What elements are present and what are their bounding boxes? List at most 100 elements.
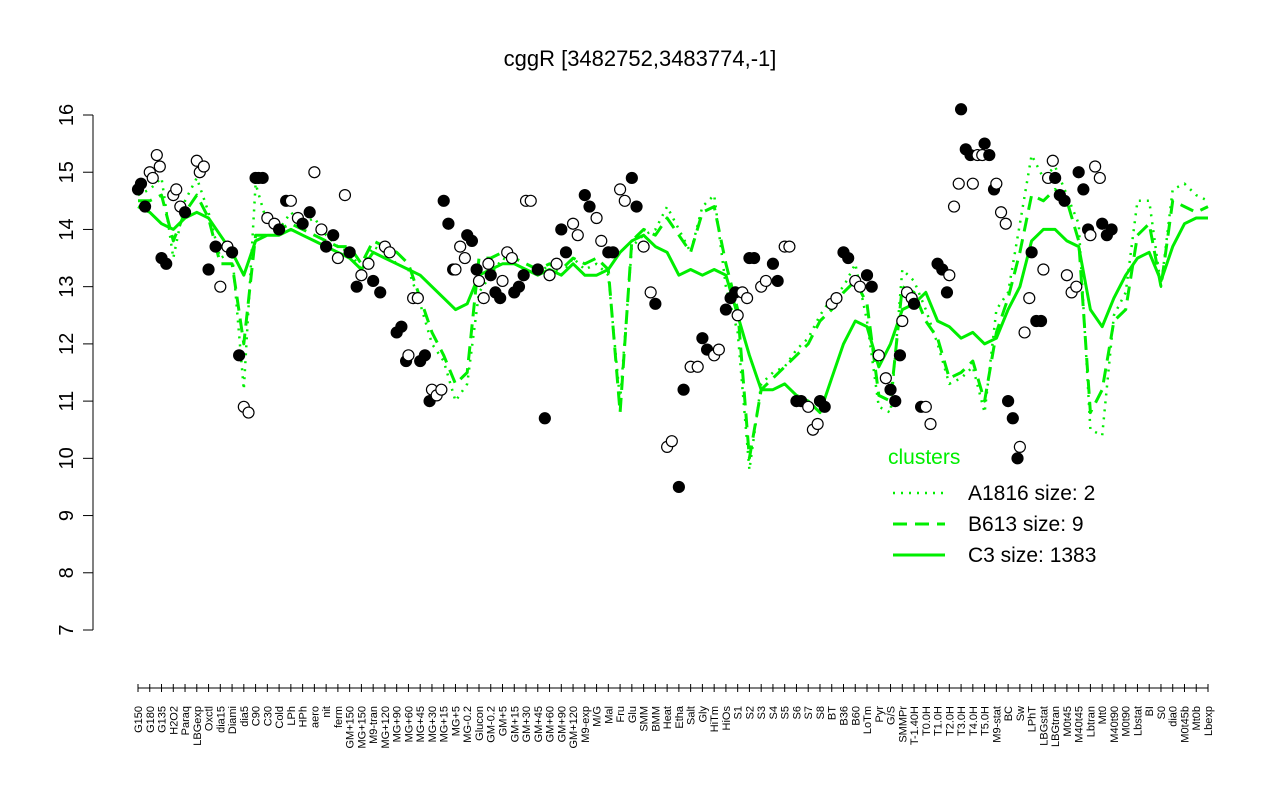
data-point	[320, 240, 333, 253]
x-tick-label: GM+15	[509, 706, 521, 742]
x-tick-label: Heat	[662, 706, 674, 729]
x-tick-label: T4.0H	[968, 706, 980, 736]
series-line-dotted	[137, 153, 1209, 472]
data-point	[350, 280, 363, 293]
data-point	[802, 400, 815, 413]
x-tick-label: BC	[1003, 706, 1015, 721]
data-point	[595, 234, 608, 247]
data-point	[940, 286, 954, 299]
legend-entry: C3 size: 1383	[968, 544, 1096, 567]
data-point	[1002, 395, 1015, 408]
x-tick-label: Sw	[1015, 706, 1027, 721]
data-point	[740, 292, 754, 305]
data-point	[512, 280, 526, 293]
data-point	[505, 251, 519, 265]
data-point	[966, 177, 979, 190]
data-point	[138, 200, 152, 213]
data-point	[583, 200, 596, 213]
data-point	[1058, 194, 1071, 207]
data-point	[134, 177, 148, 190]
data-point	[1049, 171, 1062, 185]
data-point	[571, 229, 584, 242]
data-point	[484, 269, 497, 282]
data-point	[811, 417, 824, 431]
x-tick-label: Paraq	[180, 706, 192, 735]
y-tick-label: 9	[56, 510, 78, 521]
data-point	[538, 412, 551, 425]
x-tick-label: GM+150	[345, 706, 357, 749]
data-point	[435, 383, 448, 396]
data-point	[889, 395, 902, 408]
data-point	[477, 292, 490, 305]
data-point	[1060, 269, 1074, 282]
x-tick-label: S0	[1156, 706, 1168, 719]
x-tick-label: S2	[744, 706, 756, 719]
data-point	[327, 229, 340, 242]
x-tick-label: T5.0H	[980, 706, 992, 736]
data-point	[256, 171, 269, 185]
x-tick-label: M40t45	[1074, 706, 1086, 743]
x-tick-label: T-1.40H	[909, 706, 921, 745]
x-tick-label: LPhT	[1027, 706, 1039, 733]
data-point	[999, 217, 1012, 230]
data-point	[482, 257, 495, 270]
data-point	[644, 286, 657, 299]
data-point	[524, 194, 537, 207]
data-point	[315, 223, 328, 236]
data-point	[1034, 314, 1048, 328]
data-point	[712, 343, 725, 356]
x-tick-label: Salt	[686, 706, 698, 725]
x-tick-label: G135	[157, 706, 169, 733]
data-point	[879, 372, 892, 385]
x-tick-label: BMM	[650, 706, 662, 732]
data-point	[884, 383, 897, 396]
data-point	[1018, 326, 1031, 339]
x-tick-label: C30	[262, 706, 274, 726]
data-point	[1072, 166, 1085, 179]
data-point	[759, 274, 772, 288]
data-point	[1089, 160, 1102, 173]
x-tick-label: HiOs	[721, 706, 733, 731]
data-point	[771, 274, 784, 288]
data-point	[153, 160, 166, 173]
y-tick-label: 11	[56, 391, 78, 412]
x-tick-label: LBGstat	[1038, 706, 1050, 746]
x-tick-label: dia5	[239, 706, 251, 727]
data-point	[395, 320, 408, 333]
data-point	[362, 257, 375, 270]
data-point	[872, 349, 885, 362]
data-point	[990, 177, 1003, 190]
x-tick-label: GM+90	[556, 706, 568, 742]
data-point	[517, 269, 530, 282]
legend: clusters A1816 size: 2 B613 size: 9 C3 siz…	[888, 446, 1096, 567]
x-tick-label: Gly	[697, 706, 709, 723]
x-tick-label: SMMPr	[897, 706, 909, 743]
x-tick-label: ferm	[333, 706, 345, 728]
data-point	[303, 206, 316, 219]
data-point	[766, 257, 780, 270]
x-tick-label: GM+60	[545, 706, 557, 742]
series-line-dashed	[138, 187, 1209, 460]
x-tick-label: aero	[309, 706, 321, 728]
data-point	[818, 400, 831, 413]
data-point	[1023, 292, 1036, 305]
data-point	[272, 223, 286, 236]
data-point	[214, 280, 227, 293]
data-point	[1013, 440, 1026, 453]
x-tick-label: LBGexp	[192, 706, 204, 746]
x-tick-label: T1.0H	[933, 706, 945, 736]
data-point	[649, 297, 662, 310]
x-tick-label: dia15	[215, 706, 227, 733]
x-tick-label: T2.0H	[944, 706, 956, 736]
x-tick-label: Diami	[227, 706, 239, 734]
legend-entry: B613 size: 9	[968, 513, 1084, 536]
x-tick-label: M0t45b	[1179, 706, 1191, 743]
x-tick-label: G150	[133, 706, 145, 733]
x-tick-label: C90	[251, 706, 263, 726]
x-tick-label: Lbstat	[1132, 706, 1144, 736]
x-tick-label: MG+45	[415, 706, 427, 742]
x-tick-label: GM+5	[498, 706, 510, 736]
data-point	[449, 263, 462, 276]
data-point	[1025, 246, 1038, 259]
data-point	[719, 303, 733, 316]
